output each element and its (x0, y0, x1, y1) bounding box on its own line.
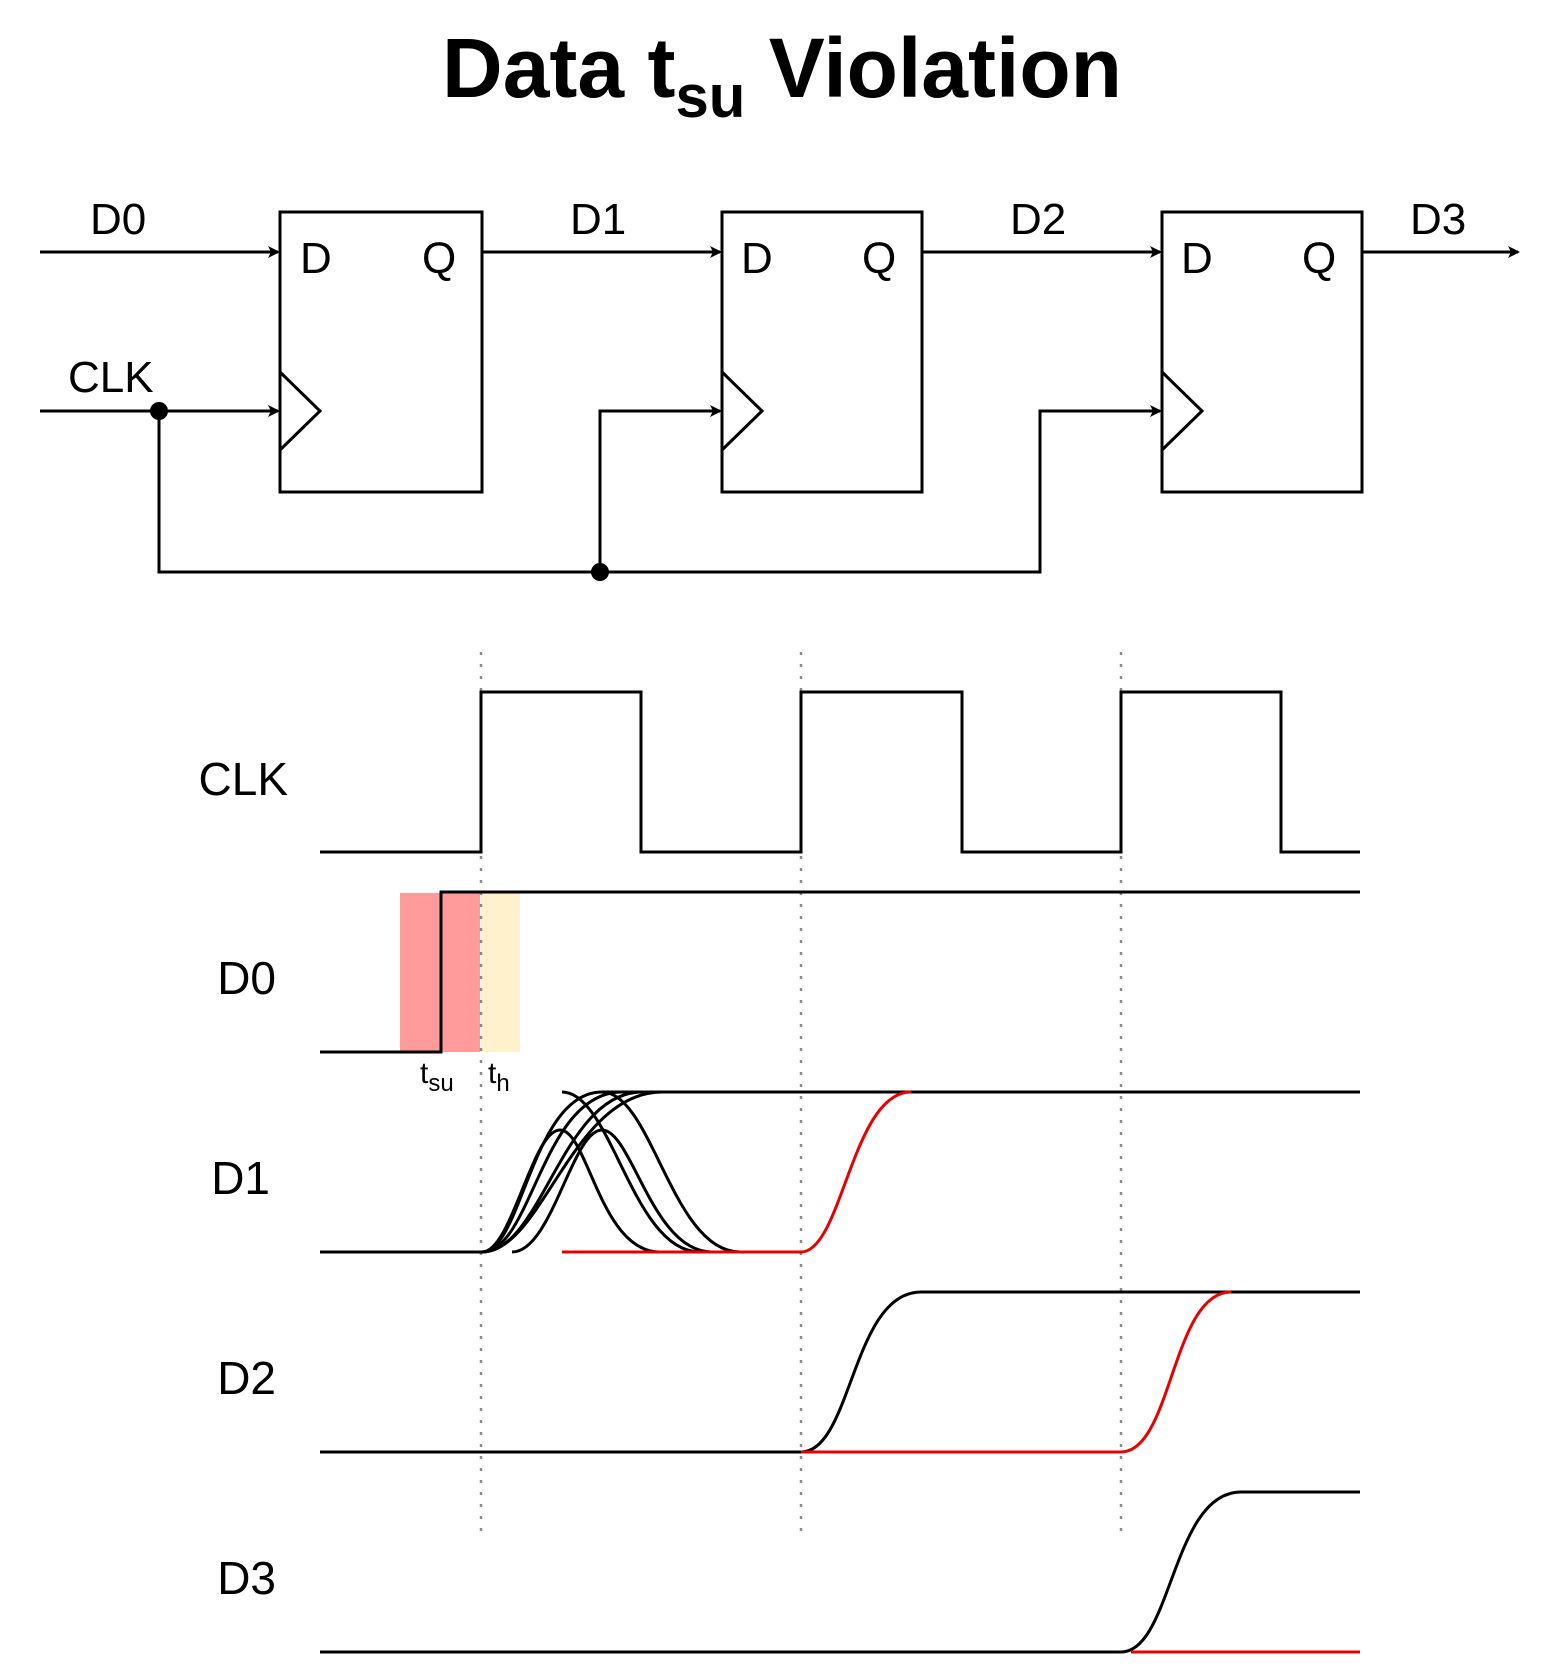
ff3-q-pin: Q (1302, 234, 1336, 283)
wire-clk-3 (157, 405, 1162, 574)
ff2-q-pin: Q (862, 234, 896, 283)
row-label-d2: D2 (217, 1352, 276, 1404)
waveform-d1 (320, 1090, 1360, 1254)
row-label-d3: D3 (217, 1552, 276, 1604)
label-d0: D0 (90, 195, 146, 244)
clock-triangle-1 (278, 370, 323, 452)
flipflop-2 (720, 210, 924, 494)
waveform-d2-late (801, 1290, 1232, 1454)
label-d3: D3 (1410, 195, 1466, 244)
setup-time-label: tsu (420, 1057, 454, 1097)
hold-time-label: th (488, 1057, 510, 1097)
clock-triangle-3 (1160, 370, 1205, 452)
diagram-title: Data tsu Violation (442, 21, 1122, 130)
waveform-d1-meta-fall-1 (561, 1090, 701, 1254)
ff3-d-pin: D (1181, 234, 1213, 283)
ff1-d-pin: D (300, 234, 332, 283)
waveform-d1-meta-rise-4 (481, 1090, 663, 1254)
label-d2: D2 (1010, 195, 1066, 244)
waveform-d0 (320, 890, 1360, 1054)
waveform-d2 (320, 1290, 1360, 1454)
flipflop-3 (1160, 210, 1364, 494)
waveform-d1-late (562, 1090, 912, 1254)
wire-clk-2 (598, 405, 722, 572)
label-d1: D1 (570, 195, 626, 244)
waveform-d1-meta-bump-1 (481, 1128, 661, 1254)
waveform-clk (320, 690, 1360, 854)
label-clk: CLK (68, 353, 154, 402)
ff1-q-pin: Q (422, 234, 456, 283)
row-label-d1: D1 (211, 1152, 270, 1204)
row-label-d0: D0 (217, 952, 276, 1004)
row-label-clk: CLK (199, 753, 289, 805)
clock-triangle-2 (720, 370, 765, 452)
hold-window (481, 893, 520, 1052)
junction-dot-2 (591, 563, 609, 581)
junction-dot-1 (150, 402, 168, 420)
waveform-d1-meta-fall-2 (601, 1090, 741, 1254)
flipflop-1 (278, 210, 484, 494)
waveform-d1-meta-rise-2 (481, 1090, 623, 1254)
waveform-d3 (320, 1490, 1360, 1654)
ff2-d-pin: D (741, 234, 773, 283)
